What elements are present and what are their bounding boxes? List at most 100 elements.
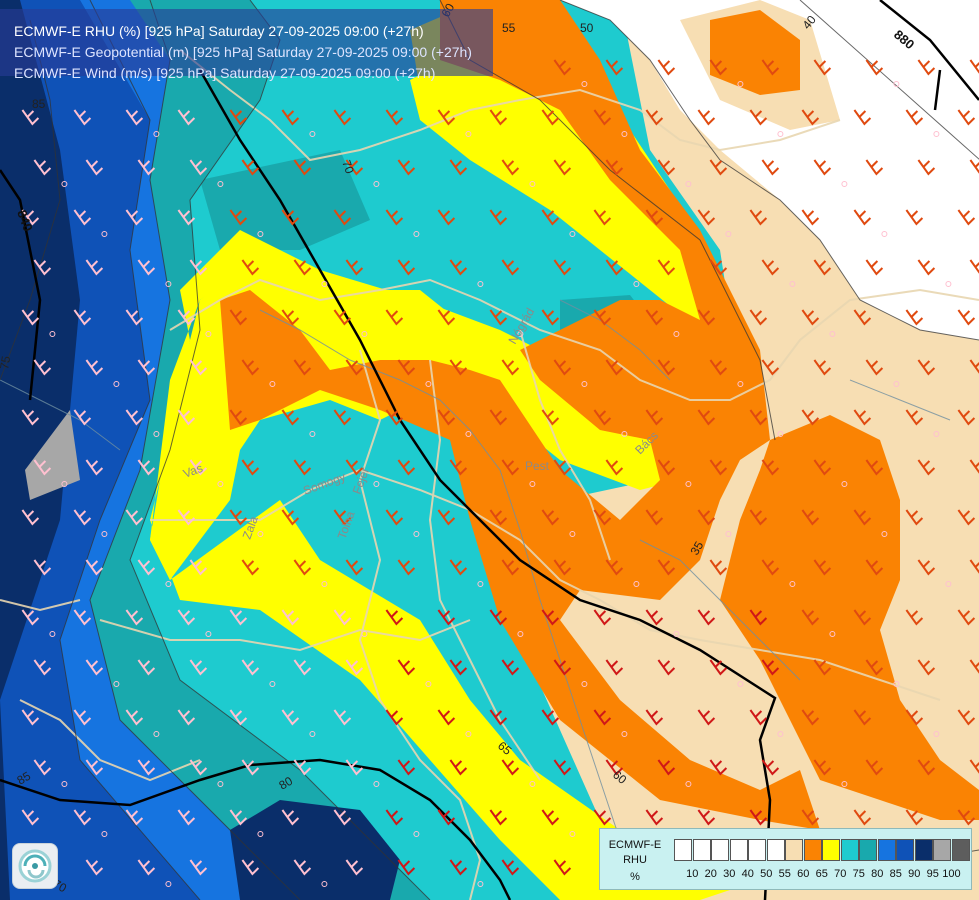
wind-barb [865, 559, 884, 576]
wind-barb [229, 109, 248, 126]
wind-barb [437, 209, 456, 226]
wind-barb [437, 109, 456, 126]
wind-barb [657, 359, 676, 376]
wind-barb [553, 759, 572, 776]
wind-barb [969, 459, 979, 474]
calm-marker [49, 631, 56, 637]
calm-marker [101, 831, 108, 837]
legend-swatch [822, 839, 840, 861]
legend-swatch [840, 839, 859, 861]
calm-marker [309, 731, 316, 737]
calm-marker [881, 531, 888, 537]
calm-marker [217, 481, 224, 487]
wind-barb [813, 59, 832, 76]
wind-barb [385, 209, 404, 226]
legend-label: 40 [741, 868, 754, 880]
wind-barb [437, 609, 456, 626]
wind-barb [177, 409, 196, 426]
calm-marker [581, 681, 588, 687]
calm-marker [153, 731, 160, 737]
wind-barb [241, 259, 260, 276]
wind-barb [541, 809, 560, 826]
wind-barb [73, 509, 92, 526]
wind-barb [593, 709, 612, 726]
calm-marker [113, 381, 120, 387]
calm-marker [361, 631, 368, 637]
wind-barb [905, 309, 924, 326]
calm-marker [841, 481, 848, 487]
wind-barb [957, 809, 976, 826]
wind-barb [333, 709, 352, 726]
wind-barb [229, 809, 248, 826]
calm-marker [569, 531, 576, 537]
color-legend: ECMWF-E RHU % 10 20 30 40 50 55 60 65 70 75 80 85 90… [599, 828, 972, 890]
wind-barb [969, 59, 979, 74]
wind-barb [605, 59, 624, 76]
wind-barb [449, 159, 468, 176]
calm-marker [725, 531, 732, 537]
wind-barb [657, 559, 676, 576]
wind-barb [21, 809, 40, 826]
logo-icon [12, 843, 58, 889]
wind-barb [73, 209, 92, 226]
wind-barb [605, 559, 624, 576]
calm-marker [257, 231, 264, 237]
calm-marker [673, 631, 680, 637]
wind-barb [709, 559, 728, 576]
calm-marker [425, 681, 432, 687]
wind-barb [541, 609, 560, 626]
wind-barb [865, 259, 884, 276]
wind-barb [501, 859, 520, 876]
wind-barb [281, 209, 300, 226]
legend-swatch [803, 839, 822, 861]
wind-barb [657, 659, 676, 676]
calm-marker [61, 481, 68, 487]
wind-barb [281, 409, 300, 426]
calm-marker [529, 781, 536, 787]
wind-barb [33, 259, 52, 276]
wind-barb [969, 759, 979, 774]
wind-barb [293, 559, 312, 576]
calm-marker [413, 831, 420, 837]
wind-barb [957, 209, 976, 226]
wind-barb [489, 809, 508, 826]
wind-barb [449, 759, 468, 776]
wind-barb [917, 459, 936, 476]
wind-barb [33, 759, 52, 776]
wind-barb [33, 559, 52, 576]
wind-barb [73, 609, 92, 626]
wind-barb [801, 809, 820, 826]
wind-barb [85, 559, 104, 576]
calm-marker [269, 681, 276, 687]
wind-barb [501, 559, 520, 576]
calm-marker [101, 531, 108, 537]
wind-barb [541, 709, 560, 726]
calm-marker [529, 481, 536, 487]
wind-barb [905, 609, 924, 626]
wind-barb [21, 109, 40, 126]
wind-barb [853, 809, 872, 826]
calm-marker [685, 781, 692, 787]
wind-barb [905, 809, 924, 826]
wind-barb [489, 709, 508, 726]
wind-barb [645, 209, 664, 226]
calm-marker [477, 281, 484, 287]
wind-barb [241, 759, 260, 776]
wind-barb [697, 709, 716, 726]
calm-marker [113, 681, 120, 687]
wind-barb [241, 459, 260, 476]
wind-barb [449, 859, 468, 876]
wind-barb [385, 509, 404, 526]
calm-marker [205, 331, 212, 337]
legend-swatch [692, 839, 711, 861]
calm-marker [61, 781, 68, 787]
rhu-fill-95-west [25, 410, 80, 500]
legend-label: 20 [704, 868, 717, 880]
legend-label: 100 [942, 868, 961, 880]
wind-barbs [21, 59, 979, 887]
rhu-fill-90-south [230, 800, 400, 900]
wind-barb [697, 509, 716, 526]
wind-barb [749, 109, 768, 126]
calm-marker [361, 331, 368, 337]
wind-barb [801, 609, 820, 626]
